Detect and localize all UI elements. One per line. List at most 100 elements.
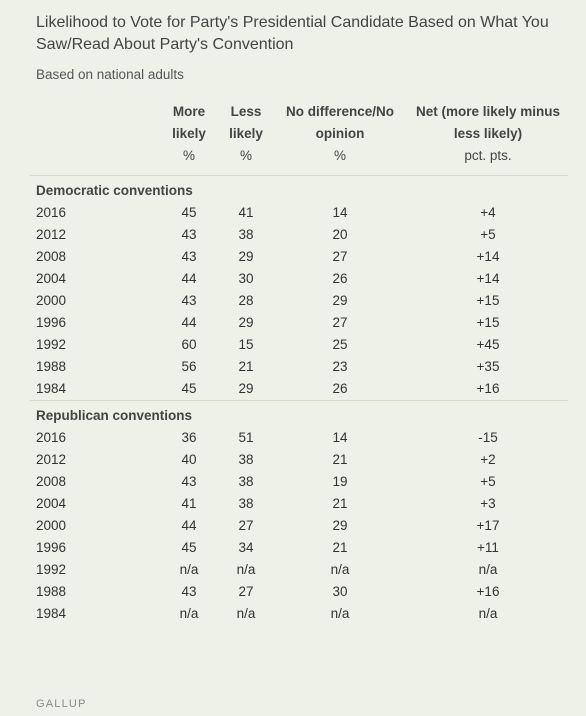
value-cell: 25	[332, 337, 348, 352]
table-row: 1996 45 34 21 +11	[30, 537, 568, 559]
year-cell: 2004	[36, 271, 67, 286]
table-row: 2004 41 38 21 +3	[30, 493, 568, 515]
section-label: Democratic conventions	[36, 183, 193, 198]
value-cell: 30	[238, 271, 254, 286]
year-cell: 2016	[36, 205, 67, 220]
year-cell: 2000	[36, 518, 67, 533]
column-header: Net (more likely minus less likely)	[415, 104, 561, 141]
year-cell: 2000	[36, 293, 67, 308]
value-cell: 41	[238, 205, 254, 220]
value-cell: n/a	[236, 562, 256, 577]
table-row: 1988 56 21 23 +35	[30, 356, 568, 378]
year-cell: 2012	[36, 227, 67, 242]
value-cell: 34	[238, 540, 254, 555]
table-row: 1988 43 27 30 +16	[30, 581, 568, 603]
column-unit: %	[182, 148, 195, 163]
value-cell: +5	[480, 474, 496, 489]
value-cell: 21	[332, 452, 348, 467]
value-cell: +14	[476, 271, 500, 286]
year-cell: 2004	[36, 496, 67, 511]
year-cell: 2008	[36, 249, 67, 264]
value-cell: +45	[476, 337, 500, 352]
column-unit: pct. pts.	[464, 148, 512, 163]
value-cell: 15	[238, 337, 254, 352]
value-cell: 29	[238, 249, 254, 264]
gallup-footer-logo: GALLUP	[36, 698, 87, 710]
value-cell: 27	[332, 249, 348, 264]
year-cell: 1996	[36, 540, 67, 555]
value-cell: 30	[332, 584, 348, 599]
table-row: 1992 60 15 25 +45	[30, 334, 568, 356]
year-cell: 2012	[36, 452, 67, 467]
value-cell: +11	[477, 540, 499, 555]
value-cell: 20	[332, 227, 348, 242]
value-cell: 44	[181, 518, 197, 533]
table-row: 2012 40 38 21 +2	[30, 449, 568, 471]
value-cell: 38	[238, 496, 254, 511]
table-row: 2000 44 27 29 +17	[30, 515, 568, 537]
table-row: 2000 43 28 29 +15	[30, 290, 568, 312]
year-cell: 2016	[36, 430, 67, 445]
table-row: 2004 44 30 26 +14	[30, 268, 568, 290]
year-cell: 1992	[36, 337, 67, 352]
chart-title: Likelihood to Vote for Party's President…	[36, 14, 549, 53]
value-cell: +15	[476, 293, 500, 308]
column-header: No difference/No opinion	[285, 104, 394, 141]
value-cell: +5	[480, 227, 496, 242]
value-cell: 43	[181, 584, 197, 599]
value-cell: n/a	[330, 606, 350, 621]
value-cell: 29	[332, 293, 348, 308]
year-cell: 1992	[36, 562, 67, 577]
year-cell: 1988	[36, 584, 67, 599]
value-cell: 21	[332, 496, 348, 511]
value-cell: 29	[332, 518, 348, 533]
section-header-row: Republican conventions	[30, 400, 568, 428]
value-cell: n/a	[478, 606, 498, 621]
year-cell: 1996	[36, 315, 67, 330]
value-cell: 45	[181, 205, 197, 220]
table-body: Democratic conventions 2016 45 41 14 +4 2012 43…	[30, 176, 568, 626]
value-cell: 19	[332, 474, 348, 489]
header-row: More likely Less likely No difference/No…	[30, 101, 568, 145]
value-cell: n/a	[236, 606, 256, 621]
value-cell: -15	[478, 430, 498, 445]
column-unit: %	[333, 148, 346, 163]
value-cell: 36	[181, 430, 197, 445]
header-blank	[30, 101, 158, 145]
value-cell: +17	[476, 518, 500, 533]
value-cell: 45	[181, 540, 197, 555]
table-row: 2008 43 29 27 +14	[30, 246, 568, 268]
value-cell: +15	[476, 315, 500, 330]
column-header: More likely	[172, 104, 206, 141]
year-cell: 2008	[36, 474, 67, 489]
value-cell: 29	[238, 381, 254, 396]
value-cell: 21	[332, 540, 348, 555]
year-cell: 1984	[36, 381, 67, 396]
value-cell: 44	[181, 271, 197, 286]
value-cell: n/a	[179, 562, 199, 577]
value-cell: 38	[238, 227, 254, 242]
value-cell: 23	[332, 359, 348, 374]
table-row: 1996 44 29 27 +15	[30, 312, 568, 334]
value-cell: +2	[480, 452, 496, 467]
table-row: 2016 36 51 14 -15	[30, 427, 568, 449]
value-cell: n/a	[478, 562, 498, 577]
value-cell: 43	[181, 227, 197, 242]
value-cell: 40	[181, 452, 197, 467]
value-cell: +3	[480, 496, 496, 511]
year-cell: 1988	[36, 359, 67, 374]
value-cell: 26	[332, 381, 348, 396]
value-cell: n/a	[179, 606, 199, 621]
value-cell: 44	[181, 315, 197, 330]
data-table: More likely Less likely No difference/No…	[30, 101, 568, 625]
value-cell: 43	[181, 249, 197, 264]
column-unit: %	[239, 148, 252, 163]
table-row: 1992 n/a n/a n/a n/a	[30, 559, 568, 581]
section-label: Republican conventions	[36, 408, 193, 423]
value-cell: 28	[238, 293, 254, 308]
value-cell: 27	[238, 518, 254, 533]
table-row: 2016 45 41 14 +4	[30, 202, 568, 224]
value-cell: 21	[238, 359, 254, 374]
units-blank	[30, 145, 158, 176]
